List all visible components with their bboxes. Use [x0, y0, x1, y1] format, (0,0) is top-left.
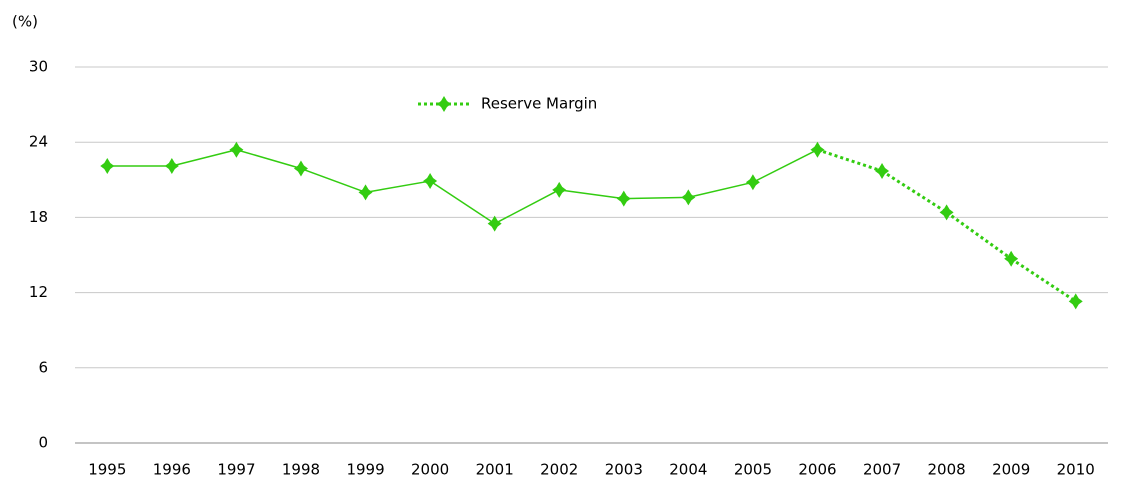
y-tick-label: 18: [29, 208, 48, 226]
line-segment: [365, 180, 431, 194]
x-tick-label: 1997: [217, 461, 255, 479]
y-tick-label: 12: [29, 283, 48, 301]
line-segment: [688, 181, 754, 199]
x-tick-label: 2004: [669, 461, 707, 479]
line-segment: [429, 180, 496, 225]
marker: [810, 141, 825, 158]
legend-label: Reserve Margin: [481, 95, 597, 113]
x-tick-label: 1996: [153, 461, 191, 479]
marker: [164, 158, 179, 175]
marker: [681, 189, 696, 206]
marker: [358, 184, 373, 201]
x-tick-label: 2002: [540, 461, 578, 479]
x-tick-label: 2006: [798, 461, 836, 479]
marker: [423, 173, 438, 190]
line-segment: [559, 189, 624, 200]
marker: [875, 163, 890, 180]
x-tick-label: 2009: [992, 461, 1030, 479]
marker: [1004, 250, 1019, 267]
marker: [616, 190, 631, 207]
x-tick-label: 2007: [863, 461, 901, 479]
y-tick-label: 30: [29, 58, 48, 76]
line-segment: [623, 196, 689, 200]
marker: [293, 160, 308, 177]
line-segment: [171, 148, 237, 167]
marker: [229, 141, 244, 158]
line-segment: [236, 148, 302, 170]
x-tick-label: 1999: [346, 461, 384, 479]
marker: [487, 215, 502, 232]
legend-marker: [437, 96, 451, 112]
marker: [100, 158, 115, 175]
line-segment: [1010, 257, 1077, 303]
x-tick-label: 2003: [605, 461, 643, 479]
x-tick-label: 1998: [282, 461, 320, 479]
line-segment: [300, 167, 366, 194]
x-tick-label: 2005: [734, 461, 772, 479]
marker: [1068, 293, 1083, 310]
line-segment: [881, 169, 948, 214]
y-unit: (%): [12, 13, 38, 31]
y-tick-label: 24: [29, 133, 48, 151]
line-segment: [494, 189, 560, 225]
y-tick-label: 0: [38, 434, 48, 452]
line-segment: [816, 148, 883, 173]
marker: [939, 204, 954, 221]
marker: [745, 174, 760, 191]
x-tick-label: 2010: [1057, 461, 1095, 479]
line-segment: [752, 149, 818, 183]
marker: [552, 181, 567, 198]
x-tick-label: 1995: [88, 461, 126, 479]
x-tick-label: 2008: [928, 461, 966, 479]
x-tick-label: 2001: [476, 461, 514, 479]
line-segment: [945, 211, 1013, 260]
y-tick-label: 6: [38, 358, 48, 376]
x-tick-label: 2000: [411, 461, 449, 479]
